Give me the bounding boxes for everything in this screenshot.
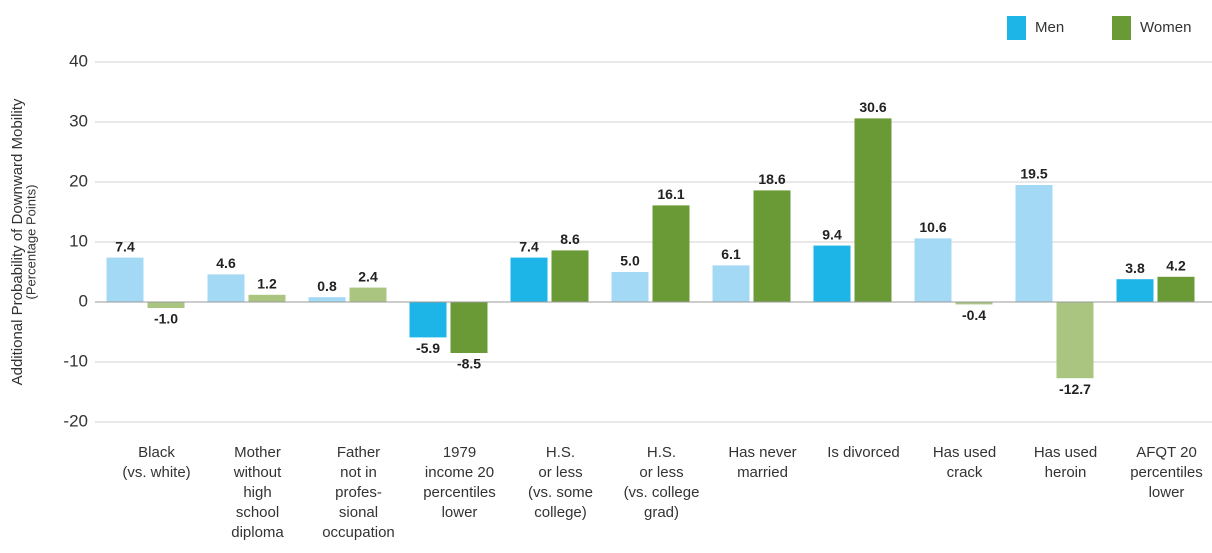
x-tick-label: crack <box>947 464 983 481</box>
y-axis-label: Additional Probability of Downward Mobil… <box>9 98 38 385</box>
y-tick-label: -20 <box>63 411 88 430</box>
x-tick-label: H.S. <box>647 444 676 461</box>
x-tick-label: Is divorced <box>827 444 900 461</box>
x-tick-label: heroin <box>1045 464 1087 481</box>
x-tick-label: percentiles <box>423 484 496 501</box>
bar <box>207 274 245 302</box>
x-tick-label: Has never <box>728 444 796 461</box>
value-label: 18.6 <box>758 171 785 187</box>
y-tick-label: 30 <box>69 111 88 130</box>
value-label: 3.8 <box>1125 260 1145 276</box>
value-label: 8.6 <box>560 231 580 247</box>
bar <box>854 118 892 303</box>
x-tick-label: (vs. some <box>528 484 593 501</box>
x-tick-label: occupation <box>322 524 395 541</box>
x-tick-label: lower <box>1149 484 1185 501</box>
y-tick-label: 20 <box>69 171 88 190</box>
value-label: 4.2 <box>1166 258 1186 274</box>
value-label: 1.2 <box>257 276 277 292</box>
bar <box>1056 302 1094 379</box>
y-tick-label: -10 <box>63 351 88 370</box>
y-tick-label: 0 <box>79 291 88 310</box>
value-label: 10.6 <box>919 219 946 235</box>
bar <box>1157 276 1195 302</box>
value-label: 19.5 <box>1020 166 1047 182</box>
bar <box>409 302 447 338</box>
bar <box>248 294 286 302</box>
x-tick-label: or less <box>538 464 582 481</box>
bar <box>308 297 346 302</box>
x-tick-label: diploma <box>231 524 284 541</box>
bar <box>551 250 589 302</box>
x-tick-label: high <box>243 484 271 501</box>
y-tick-label: 40 <box>69 51 88 70</box>
bar <box>1116 279 1154 302</box>
value-label: -12.7 <box>1059 381 1091 397</box>
value-label: 0.8 <box>317 278 337 294</box>
y-axis-label-line: (Percentage Points) <box>23 185 38 300</box>
value-label: 7.4 <box>115 238 135 254</box>
bar <box>753 190 791 302</box>
value-label: 2.4 <box>358 268 378 284</box>
x-tick-label: Black <box>138 444 175 461</box>
x-tick-label: sional <box>339 504 378 521</box>
legend-label: Women <box>1140 19 1191 36</box>
x-tick-label: Mother <box>234 444 281 461</box>
x-tick-label: 1979 <box>443 444 476 461</box>
x-tick-label: married <box>737 464 788 481</box>
bar <box>712 265 750 302</box>
value-label: -5.9 <box>416 340 440 356</box>
value-label: -1.0 <box>154 311 178 327</box>
x-tick-label: school <box>236 504 279 521</box>
value-label: -0.4 <box>962 307 986 323</box>
bar <box>106 257 144 302</box>
bar <box>1015 185 1053 302</box>
legend-swatch <box>1007 16 1026 40</box>
x-tick-label: AFQT 20 <box>1136 444 1197 461</box>
bar <box>611 272 649 302</box>
bar <box>652 205 690 302</box>
value-label: 16.1 <box>657 186 684 202</box>
bar <box>450 302 488 353</box>
value-label: 30.6 <box>859 99 886 115</box>
x-tick-label: college) <box>534 504 587 521</box>
value-label: 6.1 <box>721 246 741 262</box>
x-tick-label: grad) <box>644 504 679 521</box>
x-tick-label: without <box>233 464 282 481</box>
bar <box>914 238 952 302</box>
x-tick-label: or less <box>639 464 683 481</box>
y-axis-label-line: Additional Probability of Downward Mobil… <box>9 98 26 385</box>
x-tick-label: Has used <box>1034 444 1097 461</box>
x-tick-label: (vs. white) <box>122 464 190 481</box>
x-tick-label: percentiles <box>1130 464 1203 481</box>
x-tick-label: profes- <box>335 484 382 501</box>
bar <box>955 302 993 305</box>
x-tick-label: income 20 <box>425 464 494 481</box>
x-tick-label: H.S. <box>546 444 575 461</box>
bar <box>510 257 548 302</box>
value-label: 4.6 <box>216 255 236 271</box>
value-label: 5.0 <box>620 253 640 269</box>
x-tick-label: lower <box>442 504 478 521</box>
bar <box>813 245 851 302</box>
value-label: -8.5 <box>457 356 481 372</box>
x-tick-label: (vs. college <box>624 484 700 501</box>
bar <box>147 302 185 308</box>
value-label: 9.4 <box>822 226 842 242</box>
value-label: 7.4 <box>519 238 539 254</box>
y-tick-label: 10 <box>69 231 88 250</box>
bar <box>349 287 387 302</box>
legend-label: Men <box>1035 19 1064 36</box>
x-tick-label: Has used <box>933 444 996 461</box>
legend-swatch <box>1112 16 1131 40</box>
x-tick-label: Father <box>337 444 380 461</box>
x-tick-label: not in <box>340 464 377 481</box>
